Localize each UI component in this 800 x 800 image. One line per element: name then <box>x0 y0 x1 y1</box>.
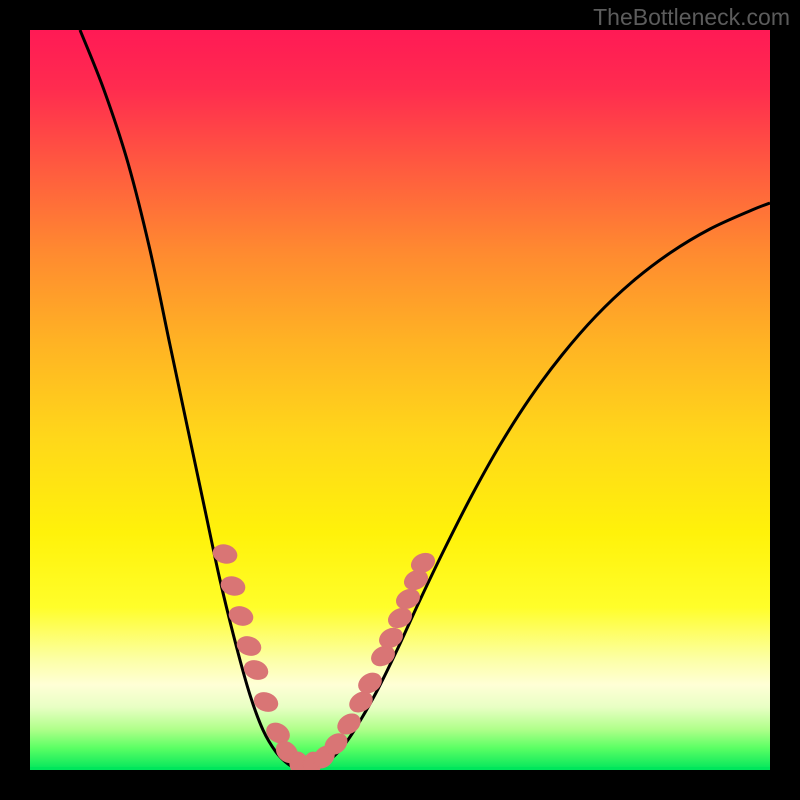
chart-svg <box>0 0 800 800</box>
gradient-background <box>30 30 770 770</box>
watermark-text: TheBottleneck.com <box>593 4 790 31</box>
bottom-green-strip <box>30 767 770 770</box>
chart-container: TheBottleneck.com <box>0 0 800 800</box>
